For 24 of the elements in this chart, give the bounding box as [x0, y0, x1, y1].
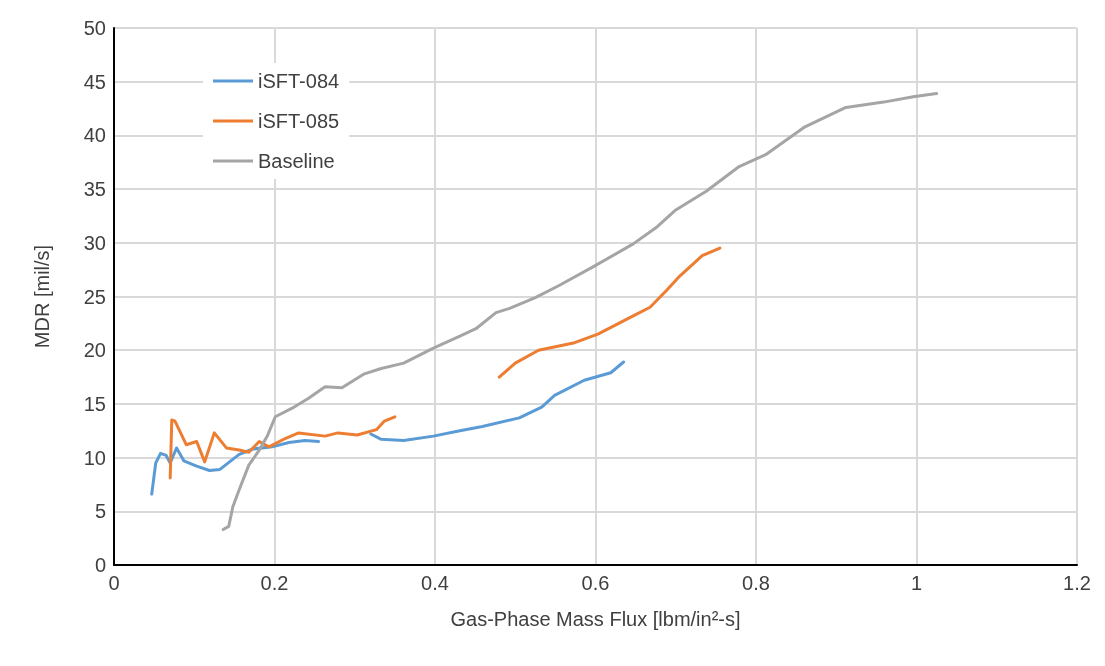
x-tick-label: 0.8: [742, 572, 770, 594]
x-tick-label: 1.2: [1063, 572, 1091, 594]
line-series: [221, 92, 939, 532]
y-tick-label: 45: [83, 70, 106, 93]
legend-label: iSFT-084: [258, 70, 340, 92]
x-axis-title: Gas-Phase Mass Flux [lbm/in²-s]: [450, 608, 741, 630]
y-tick-label: 20: [83, 339, 106, 362]
y-tick-label: 0: [94, 554, 106, 576]
x-tick-label: 0.4: [421, 572, 449, 594]
legend-label: iSFT-085: [258, 110, 340, 132]
y-tick-label: 10: [83, 446, 106, 469]
x-tick-label: 0: [108, 572, 120, 594]
x-tick-label: 0.2: [260, 572, 289, 594]
y-tick-label: 25: [83, 285, 106, 308]
y-tick-label: 40: [83, 124, 106, 147]
y-tick-label: 35: [83, 178, 106, 201]
y-tick-label: 5: [94, 500, 106, 523]
legend-label: Baseline: [258, 150, 335, 172]
x-tick-label: 1: [910, 572, 923, 594]
y-tick-label: 15: [83, 392, 106, 415]
y-axis-title: MDR [mil/s]: [31, 244, 53, 349]
y-tick-label: 50: [83, 17, 106, 39]
y-tick-label: 30: [83, 231, 106, 254]
x-tick-label: 0.6: [581, 572, 610, 594]
